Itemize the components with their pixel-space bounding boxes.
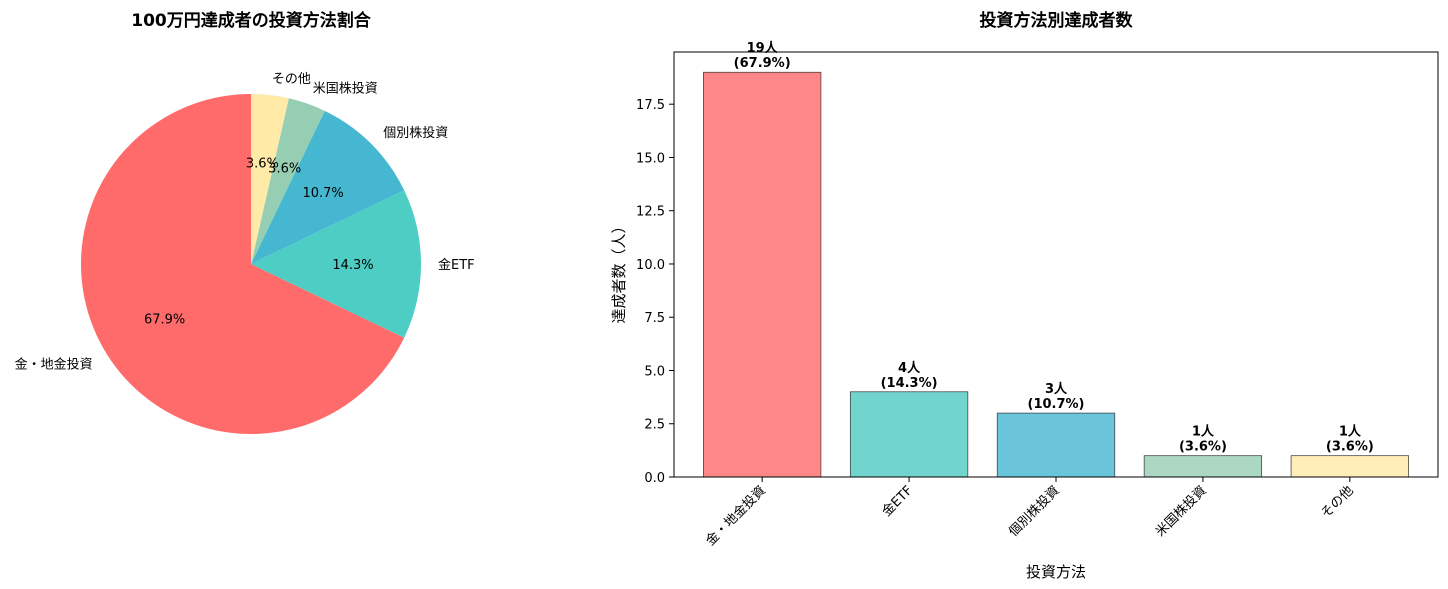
bar-percent-label: (3.6%) [1179, 440, 1227, 455]
bar [703, 71, 822, 478]
y-tick-label: 17.5 [636, 98, 665, 113]
bar-percent-label: (10.7%) [1028, 397, 1085, 412]
y-tick-label: 15.0 [636, 151, 665, 166]
bar-count-label: 1人 [1192, 424, 1215, 440]
bar-count-label: 3人 [1045, 381, 1068, 397]
y-tick-label: 5.0 [644, 364, 665, 379]
pie-percent-label: 3.6% [268, 162, 301, 177]
pie-percent-label: 67.9% [144, 312, 185, 327]
pie-slice [251, 98, 325, 264]
x-axis-label: 投資方法 [1026, 563, 1086, 581]
pie-slice [251, 94, 289, 264]
pie-percent-label: 3.6% [246, 157, 279, 172]
y-tick-label: 10.0 [636, 258, 665, 273]
bar [996, 412, 1116, 478]
bar-percent-label: (67.9%) [734, 56, 791, 71]
pie-slice-label: その他 [272, 72, 311, 87]
pie-slice-label: 金・地金投資 [15, 357, 93, 373]
pie-slice [80, 94, 405, 435]
plot-frame [673, 51, 1439, 478]
bar [849, 391, 969, 478]
bar-count-label: 4人 [898, 360, 921, 376]
pie-slice-label: 米国株投資 [313, 81, 378, 97]
pie-percent-label: 14.3% [332, 258, 373, 273]
y-tick-label: 7.5 [644, 311, 665, 326]
bar-percent-label: (14.3%) [881, 376, 938, 391]
pie-slice [251, 110, 405, 264]
y-axis-label: 達成者数（人） [610, 218, 628, 323]
bar-count-label: 19人 [747, 40, 779, 56]
bar [1143, 455, 1263, 478]
bar [1290, 455, 1409, 478]
pie-chart: 100万円達成者の投資方法割合 金・地金投資金ETF個別株投資米国株投資その他 … [15, 10, 475, 435]
bar-percent-label: (3.6%) [1326, 440, 1374, 455]
bar-title: 投資方法別達成者数 [980, 10, 1134, 31]
y-tick-label: 12.5 [636, 205, 665, 220]
y-tick-label: 0.0 [644, 471, 665, 486]
pie-slice [251, 190, 421, 338]
bar-count-label: 1人 [1339, 424, 1362, 440]
pie-percent-label: 10.7% [302, 186, 343, 201]
pie-title: 100万円達成者の投資方法割合 [131, 10, 371, 31]
pie-slice-label: 個別株投資 [383, 125, 448, 141]
pie-slice-label: 金ETF [438, 257, 475, 273]
y-tick-label: 2.5 [644, 418, 665, 433]
